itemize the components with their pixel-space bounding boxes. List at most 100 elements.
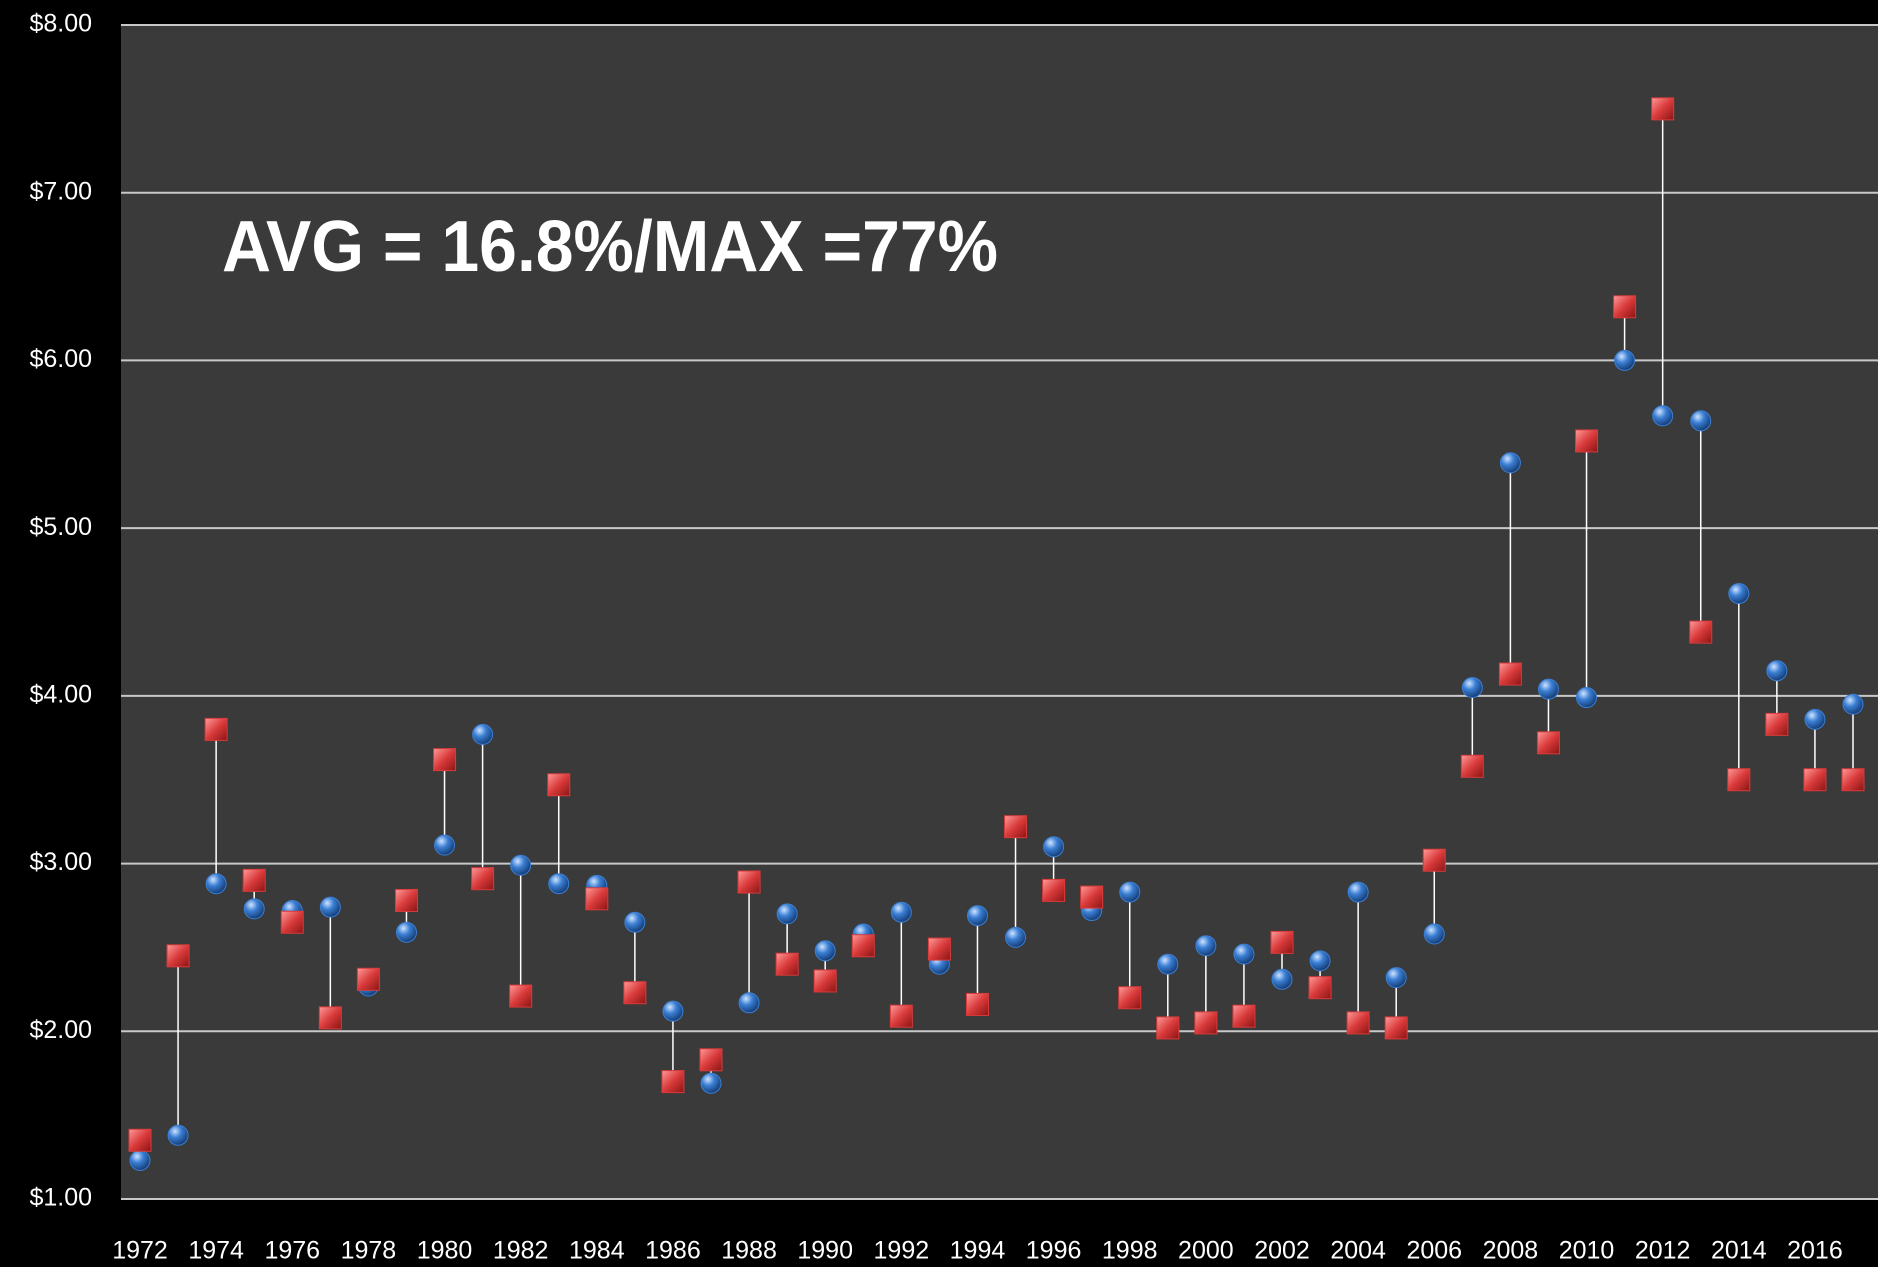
circle-marker	[1842, 693, 1864, 715]
x-tick-label: 2014	[1711, 1237, 1767, 1265]
y-tick-label: $7.00	[29, 177, 92, 205]
square-marker	[356, 967, 380, 991]
x-tick-label: 1988	[721, 1237, 777, 1265]
circle-marker	[319, 896, 341, 918]
x-tick-label: 1980	[417, 1237, 473, 1265]
square-marker	[699, 1048, 723, 1072]
square-marker	[623, 981, 647, 1005]
circle-marker	[205, 873, 227, 895]
square-marker	[1042, 878, 1066, 902]
circle-marker	[1157, 953, 1179, 975]
square-marker	[166, 944, 190, 968]
circle-marker	[1005, 926, 1027, 948]
square-marker	[1613, 295, 1637, 319]
circle-marker	[1728, 583, 1750, 605]
x-tick-label: 2006	[1406, 1237, 1462, 1265]
square-marker	[1803, 768, 1827, 792]
square-marker	[1194, 1011, 1218, 1035]
x-tick-label: 2010	[1559, 1237, 1615, 1265]
x-tick-label: 1978	[341, 1237, 397, 1265]
square-marker	[1346, 1011, 1370, 1035]
circle-marker	[472, 723, 494, 745]
x-tick-label: 2004	[1330, 1237, 1386, 1265]
x-tick-label: 2002	[1254, 1237, 1310, 1265]
square-marker	[851, 934, 875, 958]
circle-marker	[1461, 676, 1483, 698]
circle-marker	[700, 1072, 722, 1094]
x-tick-label: 2012	[1635, 1237, 1691, 1265]
square-marker	[927, 937, 951, 961]
square-marker	[1422, 848, 1446, 872]
circle-marker	[814, 940, 836, 962]
square-marker	[585, 887, 609, 911]
x-tick-label: 1994	[950, 1237, 1006, 1265]
circle-marker	[1804, 708, 1826, 730]
y-tick-label: $4.00	[29, 680, 92, 708]
square-marker	[1689, 620, 1713, 644]
square-marker	[889, 1004, 913, 1028]
y-tick-label: $6.00	[29, 345, 92, 373]
square-marker	[318, 1006, 342, 1030]
circle-marker	[243, 898, 265, 920]
square-marker	[280, 910, 304, 934]
circle-marker	[1499, 452, 1521, 474]
circle-marker	[510, 854, 532, 876]
y-tick-label: $3.00	[29, 848, 92, 876]
x-tick-label: 1998	[1102, 1237, 1158, 1265]
circle-marker	[1614, 349, 1636, 371]
circle-marker	[1576, 687, 1598, 709]
square-marker	[965, 992, 989, 1016]
circle-marker	[129, 1149, 151, 1171]
circle-marker	[1309, 950, 1331, 972]
circle-marker	[1347, 881, 1369, 903]
square-marker	[394, 888, 418, 912]
x-tick-label: 2000	[1178, 1237, 1234, 1265]
circle-marker	[662, 1000, 684, 1022]
y-tick-label: $5.00	[29, 513, 92, 541]
circle-marker	[1652, 405, 1674, 427]
square-marker	[1498, 662, 1522, 686]
circle-marker	[548, 873, 570, 895]
square-marker	[1651, 97, 1675, 121]
x-tick-label: 1996	[1026, 1237, 1082, 1265]
circle-marker	[624, 911, 646, 933]
x-tick-label: 1984	[569, 1237, 625, 1265]
y-tick-label: $8.00	[29, 10, 92, 38]
square-marker	[204, 717, 228, 741]
circle-marker	[890, 901, 912, 923]
circle-marker	[434, 834, 456, 856]
circle-marker	[738, 992, 760, 1014]
y-tick-label: $1.00	[29, 1184, 92, 1212]
circle-marker	[1537, 678, 1559, 700]
circle-marker	[1766, 660, 1788, 682]
circle-marker	[1043, 836, 1065, 858]
square-marker	[1460, 754, 1484, 778]
circle-marker	[1271, 968, 1293, 990]
square-marker	[1270, 930, 1294, 954]
square-marker	[661, 1070, 685, 1094]
square-marker	[128, 1128, 152, 1152]
x-tick-label: 2016	[1787, 1237, 1843, 1265]
circle-marker	[1195, 935, 1217, 957]
circle-marker	[395, 921, 417, 943]
square-marker	[471, 867, 495, 891]
square-marker	[737, 870, 761, 894]
square-marker	[1308, 976, 1332, 1000]
circle-marker	[1690, 410, 1712, 432]
circle-marker	[966, 905, 988, 927]
annotation: AVG = 16.8%/MAX =77%	[222, 207, 998, 287]
x-tick-label: 2008	[1483, 1237, 1539, 1265]
square-marker	[1841, 768, 1865, 792]
square-marker	[1004, 815, 1028, 839]
square-marker	[1080, 885, 1104, 909]
square-marker	[547, 773, 571, 797]
square-marker	[1118, 986, 1142, 1010]
x-tick-label: 1974	[188, 1237, 244, 1265]
square-marker	[1536, 731, 1560, 755]
circle-marker	[1119, 881, 1141, 903]
square-marker	[1232, 1004, 1256, 1028]
square-marker	[1575, 429, 1599, 453]
square-marker	[1765, 712, 1789, 736]
